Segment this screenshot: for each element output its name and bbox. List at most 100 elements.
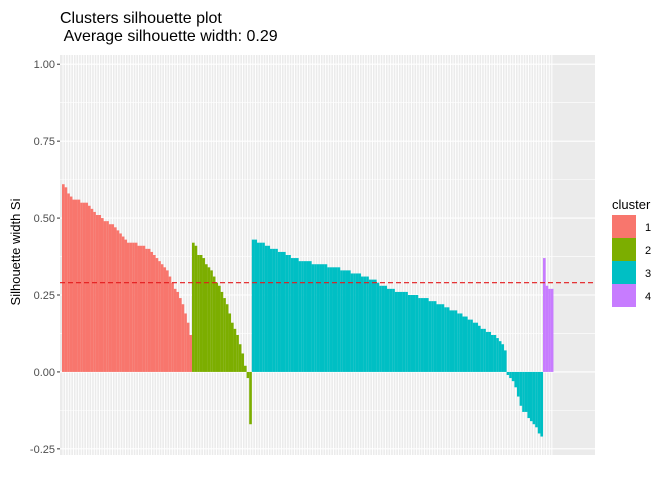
silhouette-bar-cluster-3 [431,301,434,372]
silhouette-bar-cluster-3 [397,291,401,372]
silhouette-bar-cluster-3 [462,316,466,372]
silhouette-bar-cluster-1 [75,199,78,372]
silhouette-bar-cluster-1 [163,267,167,372]
silhouette-bar-cluster-3 [381,285,385,372]
silhouette-bar-cluster-3 [452,310,455,372]
silhouette-bar-cluster-3 [337,267,341,372]
silhouette-bar-cluster-3 [262,242,265,372]
silhouette-bar-cluster-3 [475,322,479,372]
silhouette-bar-cluster-1 [186,322,190,372]
silhouette-bar-cluster-3 [366,276,369,372]
legend-key-4 [612,284,636,307]
silhouette-bar-cluster-1 [90,208,94,372]
y-tick-label: 0.75 [34,136,55,148]
silhouette-bar-cluster-1 [145,248,148,372]
silhouette-bar-cluster-1 [168,276,172,372]
silhouette-bar-cluster-2 [244,365,247,372]
silhouette-bar-cluster-1 [181,304,185,372]
legend-label-4: 4 [645,291,651,303]
silhouette-bar-cluster-3 [272,248,276,372]
silhouette-bar-cluster-1 [69,196,73,372]
silhouette-bar-cluster-1 [179,298,182,372]
silhouette-bar-cluster-2 [194,245,198,372]
y-tick-label: 0.00 [34,367,55,379]
silhouette-bar-cluster-3 [311,264,315,372]
silhouette-bar-cluster-1 [184,313,187,372]
silhouette-bar-cluster-3 [329,267,333,372]
silhouette-bar-cluster-3 [335,267,338,372]
silhouette-bar-cluster-3 [436,304,440,372]
silhouette-bar-cluster-3 [348,270,351,372]
silhouette-bar-cluster-2 [220,291,224,372]
silhouette-bar-cluster-3 [517,371,520,397]
legend: cluster 1 2 3 4 [612,197,651,307]
legend-label-3: 3 [645,268,651,280]
silhouette-bar-cluster-2 [207,267,211,372]
silhouette-bar-cluster-3 [423,298,427,372]
silhouette-bar-cluster-3 [498,341,502,372]
silhouette-bar-cluster-3 [522,371,525,412]
silhouette-bar-cluster-3 [459,313,463,372]
silhouette-bar-cluster-1 [62,184,65,372]
silhouette-bar-cluster-3 [368,279,372,372]
silhouette-bar-cluster-2 [212,276,216,372]
y-tick-label: -0.25 [30,444,55,456]
silhouette-bar-cluster-3 [413,295,416,372]
silhouette-bar-cluster-3 [444,307,447,372]
silhouette-bar-cluster-1 [121,236,125,372]
silhouette-bar-cluster-3 [540,371,544,437]
silhouette-bar-cluster-3 [355,273,359,372]
silhouette-bar-cluster-3 [257,242,260,372]
silhouette-bar-cluster-3 [324,264,328,372]
silhouette-bar-cluster-3 [340,270,343,372]
silhouette-bar-cluster-3 [465,316,468,372]
silhouette-bar-cluster-3 [480,328,484,372]
silhouette-bar-cluster-3 [415,295,419,372]
silhouette-bar-cluster-3 [301,261,304,372]
silhouette-bar-cluster-3 [400,291,403,372]
silhouette-bar-cluster-3 [506,371,510,375]
silhouette-bar-cluster-1 [137,245,141,372]
silhouette-bars [62,184,554,437]
silhouette-bar-cluster-1 [150,251,154,372]
silhouette-bar-cluster-3 [392,288,395,372]
legend-items: 1 2 3 4 [612,215,651,307]
silhouette-bar-cluster-1 [140,245,143,372]
silhouette-bar-cluster-3 [491,335,494,372]
silhouette-bar-cluster-3 [426,298,429,372]
silhouette-bar-cluster-1 [124,239,128,372]
silhouette-bar-cluster-1 [82,202,86,372]
silhouette-bar-cluster-3 [322,264,325,372]
silhouette-bar-cluster-3 [371,279,375,372]
silhouette-bar-cluster-3 [519,371,523,406]
silhouette-bar-cluster-1 [77,199,81,372]
silhouette-bar-cluster-3 [350,273,354,372]
silhouette-bar-cluster-3 [264,245,268,372]
legend-label-1: 1 [645,222,651,234]
silhouette-bar-cluster-3 [389,288,393,372]
silhouette-bar-cluster-3 [472,322,476,372]
y-axis-ticks: 1.00 0.75 0.50 0.25 0.00 -0.25 [30,59,60,456]
silhouette-bar-cluster-1 [134,242,138,372]
legend-title: cluster [612,197,651,212]
silhouette-bar-cluster-1 [108,224,112,372]
silhouette-bar-cluster-2 [246,371,250,379]
y-tick-label: 0.25 [34,290,55,302]
silhouette-bar-cluster-3 [298,261,302,372]
silhouette-bar-cluster-2 [225,304,229,372]
silhouette-bar-cluster-3 [493,335,497,372]
silhouette-bar-cluster-1 [147,248,151,372]
silhouette-bar-cluster-3 [306,261,310,372]
silhouette-bar-cluster-1 [189,335,193,372]
silhouette-bar-cluster-1 [166,270,169,372]
silhouette-bar-cluster-3 [309,261,312,372]
silhouette-bar-cluster-1 [64,187,68,372]
silhouette-bar-cluster-1 [98,215,102,372]
silhouette-bar-cluster-1 [114,227,117,372]
silhouette-bar-cluster-2 [249,371,252,425]
y-axis-title: Silhouette width Si [8,198,23,305]
silhouette-bar-cluster-3 [374,279,377,372]
silhouette-bar-cluster-3 [277,251,281,372]
silhouette-bar-cluster-3 [504,350,507,372]
silhouette-bar-cluster-3 [402,291,406,372]
